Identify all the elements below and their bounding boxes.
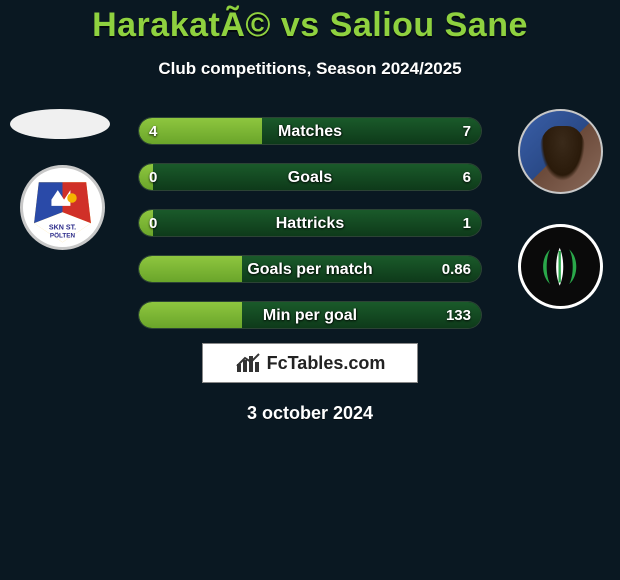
right-player-photo [518,109,603,194]
stat-row: 0.86Goals per match [138,255,482,283]
stat-label: Goals per match [139,256,481,282]
chart-icon [235,352,263,374]
svg-text:PÖLTEN: PÖLTEN [50,231,76,240]
stat-row: 133Min per goal [138,301,482,329]
stat-row: 47Matches [138,117,482,145]
stat-label: Min per goal [139,302,481,328]
right-club-logo [518,224,603,309]
left-player-photo [10,109,110,139]
svg-text:SKN ST.: SKN ST. [49,224,76,232]
footer-date: 3 october 2024 [0,403,620,424]
branding-text: FcTables.com [267,353,386,374]
stat-label: Matches [139,118,481,144]
stat-row: 06Goals [138,163,482,191]
stat-bars: 47Matches 06Goals 01Hattricks 0.86Goals per… [138,117,482,347]
stat-row: 01Hattricks [138,209,482,237]
left-club-logo: SKN ST. PÖLTEN [20,165,105,250]
right-player-column [510,109,610,309]
stat-label: Goals [139,164,481,190]
stat-label: Hattricks [139,210,481,236]
page-title: HarakatÃ© vs Saliou Sane [0,0,620,45]
page-subtitle: Club competitions, Season 2024/2025 [0,59,620,79]
comparison-panel: SKN ST. PÖLTEN 47Matches 06Goals 01Hattric… [0,109,620,329]
branding-box[interactable]: FcTables.com [202,343,418,383]
left-player-column: SKN ST. PÖLTEN [10,109,110,309]
